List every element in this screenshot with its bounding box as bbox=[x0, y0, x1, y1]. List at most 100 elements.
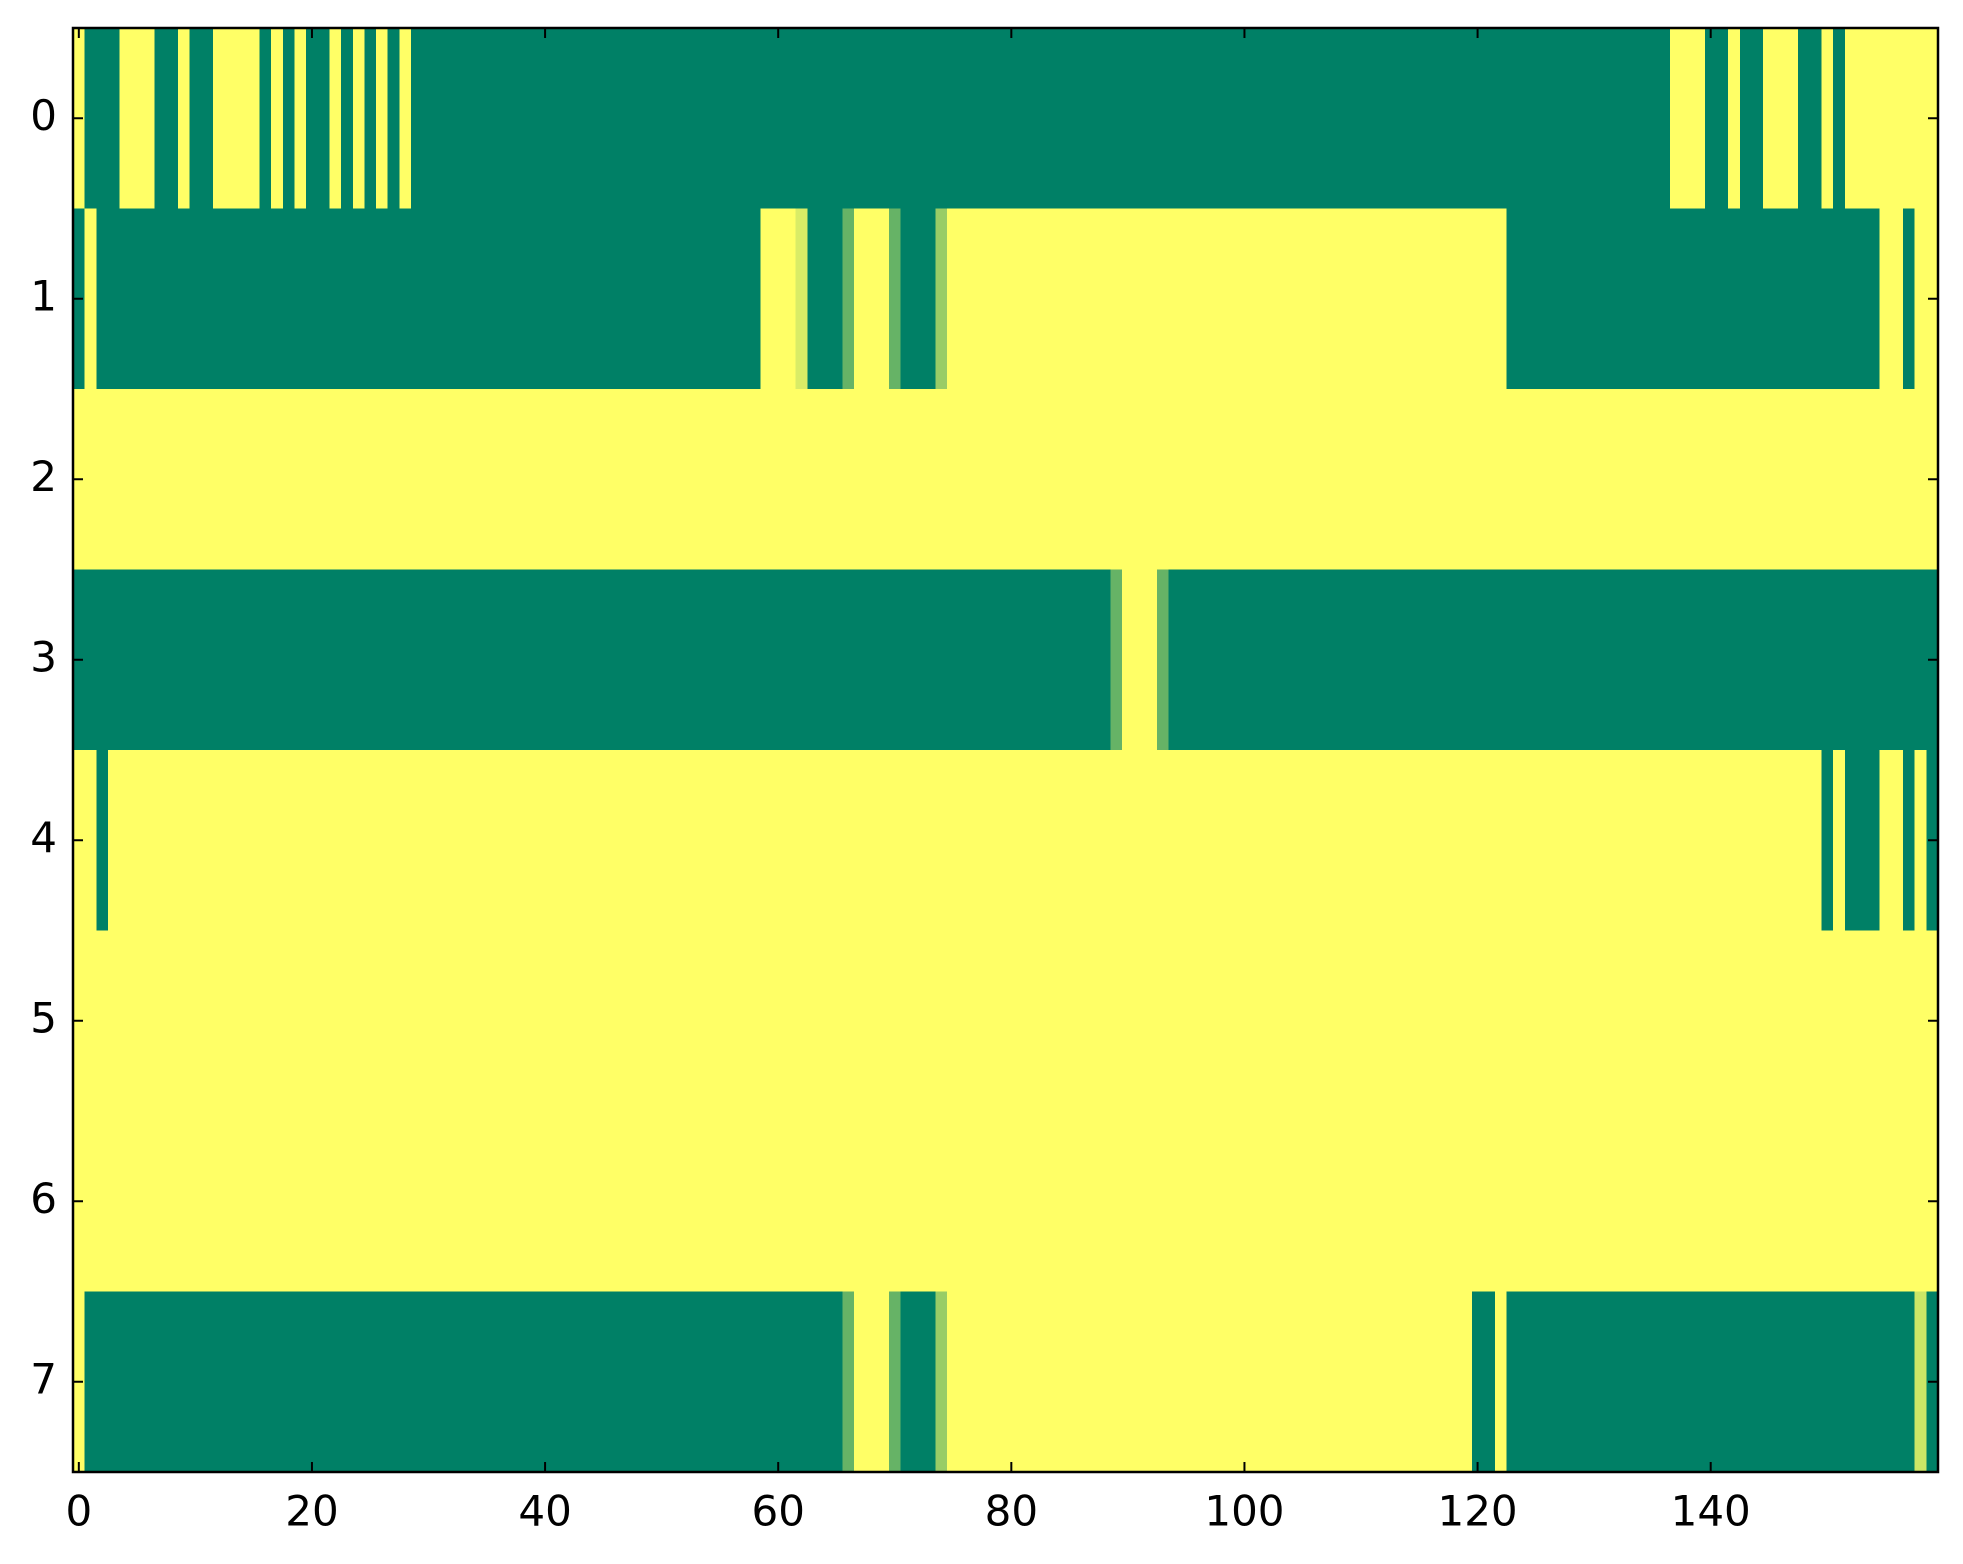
cell bbox=[1681, 389, 1694, 571]
cell bbox=[119, 1291, 132, 1473]
cell bbox=[1460, 28, 1473, 210]
cell bbox=[236, 1111, 249, 1293]
cell bbox=[1821, 28, 1834, 210]
cell bbox=[399, 750, 412, 932]
cell bbox=[877, 28, 890, 210]
cell bbox=[329, 1111, 342, 1293]
cell bbox=[1366, 208, 1380, 390]
cell bbox=[935, 750, 948, 932]
cell bbox=[142, 389, 156, 571]
cell bbox=[446, 1111, 459, 1293]
cell bbox=[201, 930, 214, 1112]
cell bbox=[1774, 28, 1788, 210]
cell bbox=[422, 1111, 435, 1293]
cell bbox=[1238, 930, 1251, 1112]
cell bbox=[1250, 389, 1263, 571]
cell bbox=[154, 1291, 167, 1473]
cell bbox=[900, 930, 913, 1112]
cell bbox=[1226, 208, 1240, 390]
cell bbox=[714, 1111, 727, 1293]
cell bbox=[457, 208, 470, 390]
cell bbox=[1110, 1291, 1123, 1473]
cell bbox=[469, 750, 482, 932]
cell bbox=[947, 569, 960, 751]
cell bbox=[842, 750, 855, 932]
cell bbox=[1728, 1111, 1741, 1293]
cell bbox=[1401, 569, 1415, 751]
cell bbox=[166, 208, 179, 390]
x-tick-label: 120 bbox=[1437, 1487, 1517, 1536]
cell bbox=[1669, 1111, 1683, 1293]
cell bbox=[1238, 1111, 1251, 1293]
cell bbox=[1110, 1111, 1123, 1293]
cell bbox=[1833, 569, 1846, 751]
cell bbox=[1774, 930, 1788, 1112]
cell bbox=[1903, 930, 1916, 1112]
cell bbox=[1763, 930, 1776, 1112]
cell bbox=[935, 930, 948, 1112]
cell bbox=[830, 208, 843, 390]
cell bbox=[236, 750, 249, 932]
cell bbox=[923, 1111, 937, 1293]
cell bbox=[259, 389, 272, 571]
cell bbox=[1005, 1291, 1018, 1473]
cell bbox=[352, 208, 366, 390]
cell bbox=[620, 1111, 634, 1293]
cell bbox=[585, 208, 599, 390]
cell bbox=[527, 28, 540, 210]
cell bbox=[1599, 930, 1613, 1112]
cell bbox=[900, 569, 913, 751]
cell bbox=[1250, 1291, 1263, 1473]
cell bbox=[1215, 1291, 1228, 1473]
cell bbox=[189, 1111, 202, 1293]
cell bbox=[958, 28, 972, 210]
cell bbox=[1634, 1111, 1648, 1293]
cell bbox=[1809, 750, 1823, 932]
cell bbox=[1250, 750, 1263, 932]
cell bbox=[1553, 1111, 1566, 1293]
x-tick-label: 140 bbox=[1671, 1487, 1751, 1536]
cell bbox=[1576, 1291, 1589, 1473]
cell bbox=[1180, 750, 1193, 932]
cell bbox=[1611, 750, 1624, 932]
cell bbox=[1611, 930, 1624, 1112]
cell bbox=[935, 28, 948, 210]
cell bbox=[667, 1111, 680, 1293]
cell bbox=[853, 389, 867, 571]
cell bbox=[609, 208, 622, 390]
cell bbox=[1495, 208, 1508, 390]
cell bbox=[294, 750, 307, 932]
cell bbox=[84, 208, 97, 390]
cell bbox=[1483, 389, 1496, 571]
cell bbox=[376, 1111, 389, 1293]
cell bbox=[1331, 569, 1345, 751]
cell bbox=[772, 1111, 785, 1293]
cell bbox=[247, 208, 261, 390]
cell bbox=[224, 750, 237, 932]
cell bbox=[259, 1111, 272, 1293]
cell bbox=[865, 569, 878, 751]
cell bbox=[504, 1291, 517, 1473]
cell bbox=[306, 1291, 319, 1473]
cell bbox=[446, 750, 459, 932]
cell bbox=[1704, 1291, 1718, 1473]
cell bbox=[1448, 389, 1461, 571]
cell bbox=[1530, 1111, 1543, 1293]
cell bbox=[1460, 1111, 1473, 1293]
cell bbox=[1565, 389, 1578, 571]
cell bbox=[1588, 930, 1601, 1112]
cell bbox=[1285, 930, 1298, 1112]
cell bbox=[1366, 569, 1380, 751]
cell bbox=[119, 389, 132, 571]
cell bbox=[923, 1291, 937, 1473]
cell bbox=[1879, 1291, 1892, 1473]
cell bbox=[1331, 1291, 1345, 1473]
cell bbox=[1471, 750, 1485, 932]
cell bbox=[1052, 389, 1065, 571]
cell bbox=[306, 28, 319, 210]
cell bbox=[1588, 750, 1601, 932]
cell bbox=[434, 389, 447, 571]
cell bbox=[1704, 208, 1718, 390]
cell bbox=[1634, 750, 1648, 932]
cell bbox=[247, 930, 261, 1112]
